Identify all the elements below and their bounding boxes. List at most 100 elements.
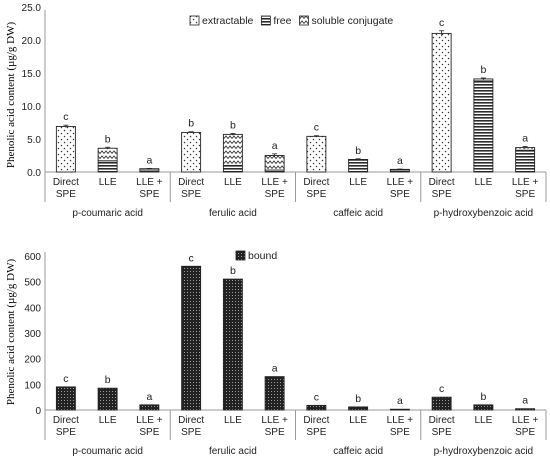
- significance-letter: c: [439, 383, 444, 395]
- method-label: LLE: [224, 415, 242, 426]
- bottom-y-ticks: 0 100 200 300 400 500 600: [24, 252, 41, 417]
- bar-segment: [97, 160, 118, 173]
- bottom-x-labels: Direct SPE LLE LLE + SPE p-coumaric acid Direc…: [44, 410, 547, 457]
- method-label: LLE + SPE: [512, 415, 539, 438]
- significance-letter: b: [355, 145, 361, 157]
- bar-segment: [515, 408, 536, 411]
- legend-swatch: [260, 15, 271, 26]
- significance-letter: c: [314, 122, 319, 134]
- method-label: Direct SPE: [178, 415, 204, 438]
- significance-letter: c: [439, 17, 444, 29]
- top-legend: extractable free soluble conjugate: [189, 15, 393, 27]
- significance-letter: b: [480, 64, 486, 76]
- y-tick-label: 100: [24, 380, 41, 391]
- bar-segment: [222, 133, 243, 166]
- y-tick-label: 200: [24, 355, 41, 366]
- legend-entry: extractable: [202, 15, 254, 27]
- top-error-bars: [63, 30, 528, 170]
- bar-segment: [473, 80, 494, 173]
- bar-segment: [473, 404, 494, 411]
- group-label: p-coumaric acid: [72, 208, 143, 219]
- bar-segment: [431, 396, 452, 411]
- method-label: Direct SPE: [303, 177, 329, 200]
- group-label: p-hydroxybenzoic acid: [434, 446, 534, 457]
- method-label: LLE: [474, 415, 492, 426]
- bar-segment: [55, 386, 76, 411]
- y-tick-label: 10.0: [22, 102, 42, 113]
- significance-letter: c: [189, 252, 194, 264]
- y-tick-label: 25.0: [22, 3, 42, 14]
- bar-segment: [181, 265, 202, 411]
- top-significance-letters: c b a b b a c b a c b a: [63, 17, 528, 167]
- bottom-bars: [55, 265, 536, 411]
- significance-letter: b: [230, 119, 236, 131]
- top-bars: [55, 32, 536, 173]
- top-x-labels: Direct SPE LLE LLE + SPE p-coumaric acid Direc…: [44, 172, 547, 219]
- legend-entry: bound: [248, 250, 277, 262]
- method-label: LLE + SPE: [387, 177, 414, 200]
- method-label: LLE + SPE: [261, 415, 288, 438]
- group-label: ferulic acid: [209, 446, 257, 457]
- significance-letter: c: [314, 391, 319, 403]
- y-tick-label: 400: [24, 303, 41, 314]
- bar-segment: [139, 404, 160, 411]
- group-label: p-coumaric acid: [72, 446, 143, 457]
- method-label: LLE + SPE: [387, 415, 414, 438]
- bar-segment: [97, 147, 118, 162]
- bar-segment: [222, 278, 243, 411]
- method-label: LLE + SPE: [136, 177, 163, 200]
- significance-letter: a: [522, 395, 528, 407]
- legend-swatch: [299, 15, 309, 26]
- significance-letter: a: [146, 391, 152, 403]
- method-label: LLE + SPE: [261, 177, 288, 200]
- bottom-ylabel: Phenolic acid content (µg/g DW): [5, 259, 17, 406]
- significance-letter: b: [480, 391, 486, 403]
- bar-segment: [515, 149, 536, 173]
- bottom-significance-letters: c b a c b a c b a c b a: [63, 252, 528, 407]
- legend-swatch: [235, 250, 246, 261]
- legend-swatch: [189, 15, 200, 26]
- group-label: ferulic acid: [209, 208, 257, 219]
- top-y-ticks: 0.0 5.0 10.0 15.0 20.0 25.0: [22, 3, 42, 179]
- significance-letter: c: [63, 111, 68, 123]
- method-label: Direct SPE: [429, 415, 455, 438]
- bar-segment: [264, 155, 285, 171]
- method-label: Direct SPE: [303, 415, 329, 438]
- bar-segment: [181, 131, 202, 173]
- significance-letter: b: [230, 265, 236, 277]
- bottom-chart: Phenolic acid content (µg/g DW) 0 100 200 3…: [5, 250, 547, 457]
- significance-letter: a: [272, 140, 278, 152]
- significance-letter: c: [63, 373, 68, 385]
- bar-segment: [306, 135, 327, 173]
- significance-letter: b: [188, 118, 194, 130]
- method-label: LLE: [224, 177, 242, 188]
- method-label: Direct SPE: [53, 415, 79, 438]
- method-label: Direct SPE: [53, 177, 79, 200]
- y-tick-label: 600: [24, 252, 41, 263]
- bottom-legend: bound: [235, 250, 277, 262]
- y-tick-label: 500: [24, 278, 41, 289]
- y-tick-label: 300: [24, 329, 41, 340]
- significance-letter: a: [146, 154, 152, 166]
- significance-letter: b: [105, 374, 111, 386]
- group-label: caffeic acid: [333, 446, 383, 457]
- significance-letter: a: [272, 363, 278, 375]
- group-label: p-hydroxybenzoic acid: [434, 208, 534, 219]
- group-label: caffeic acid: [333, 208, 383, 219]
- method-label: LLE: [99, 415, 117, 426]
- bar-segment: [389, 408, 410, 411]
- y-tick-label: 0: [35, 406, 41, 417]
- bar-segment: [264, 376, 285, 411]
- bar-segment: [222, 164, 243, 173]
- y-tick-label: 0.0: [27, 168, 41, 179]
- method-label: LLE: [349, 415, 367, 426]
- bar-segment: [431, 32, 452, 173]
- legend-entry: free: [273, 15, 291, 27]
- significance-letter: a: [522, 133, 528, 145]
- y-tick-label: 5.0: [27, 135, 41, 146]
- method-label: LLE: [474, 177, 492, 188]
- y-tick-label: 15.0: [22, 69, 42, 80]
- significance-letter: b: [105, 133, 111, 145]
- bar-segment: [306, 404, 327, 411]
